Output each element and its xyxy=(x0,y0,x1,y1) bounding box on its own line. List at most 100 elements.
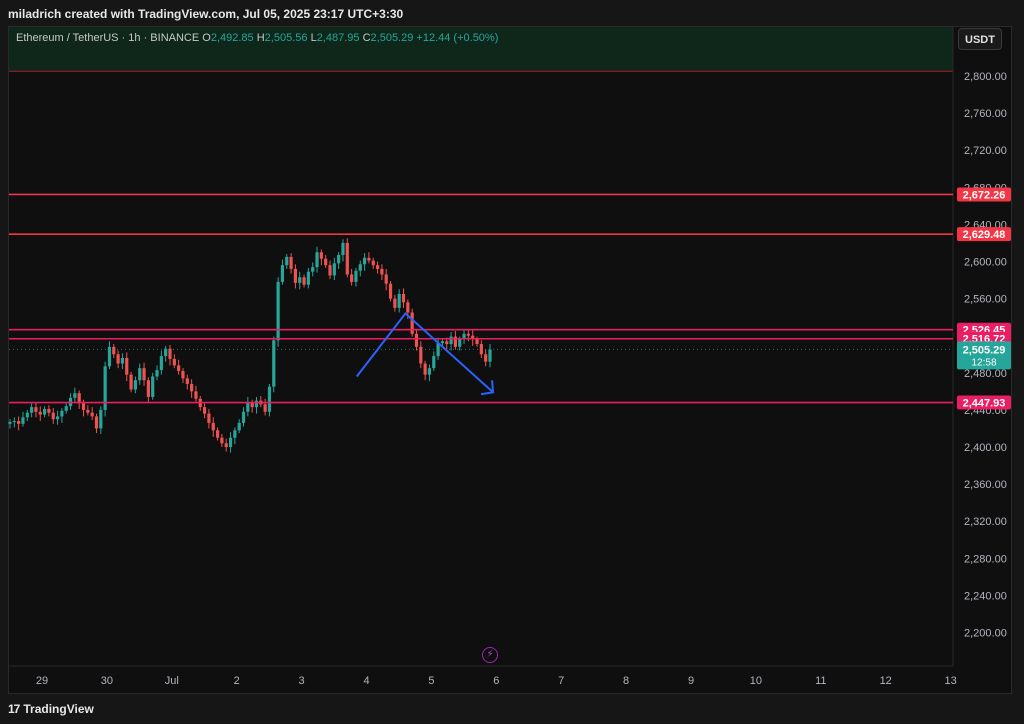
low-label: L xyxy=(310,32,317,44)
y-tick-label: 2,200.00 xyxy=(964,628,1007,640)
candle-body xyxy=(202,407,207,414)
current-price-label: 2,505.29 xyxy=(963,344,1006,356)
currency-button[interactable]: USDT xyxy=(958,28,1002,50)
low-value: 2,487.95 xyxy=(316,32,360,44)
candle-body xyxy=(332,263,336,276)
candle-body xyxy=(285,256,289,266)
candle-body xyxy=(42,408,47,415)
candle-body xyxy=(30,407,34,413)
candle-body xyxy=(319,252,323,259)
attribution-text: miladrich created with TradingView.com, … xyxy=(8,7,404,21)
candle-body xyxy=(246,402,250,412)
candle-body xyxy=(116,354,120,364)
tradingview-logo[interactable]: 17 TradingView xyxy=(8,702,94,716)
candle-body xyxy=(367,257,371,261)
candle-body xyxy=(406,302,410,313)
level-price-label: 2,447.93 xyxy=(963,398,1006,410)
candle-body xyxy=(12,421,16,423)
candle-body xyxy=(241,411,246,423)
candle-body xyxy=(315,252,319,268)
y-tick-label: 2,400.00 xyxy=(964,442,1007,454)
candle-body xyxy=(254,400,259,408)
level-price-label: 2,672.26 xyxy=(963,189,1006,201)
candle-body xyxy=(73,393,77,398)
candle-body xyxy=(375,265,380,269)
candle-body xyxy=(146,380,150,397)
candle-body xyxy=(47,408,51,413)
candle-body xyxy=(164,348,168,357)
candle-body xyxy=(250,402,254,408)
candle-body xyxy=(142,368,146,381)
x-tick-label: 13 xyxy=(944,675,956,687)
candle-body xyxy=(38,411,42,415)
candle-body xyxy=(384,274,388,284)
x-tick-label: 5 xyxy=(428,675,434,687)
candle-body xyxy=(280,265,285,282)
candle-body xyxy=(103,366,107,410)
top-bar: miladrich created with TradingView.com, … xyxy=(0,0,1024,26)
candle-body xyxy=(341,242,345,256)
symbol-legend: Ethereum / TetherUS · 1h · BINANCE O2,49… xyxy=(16,32,498,44)
candle-body xyxy=(112,346,116,355)
candle-body xyxy=(466,333,470,336)
y-tick-label: 2,560.00 xyxy=(964,294,1007,306)
candle-body xyxy=(362,257,367,265)
candle-body xyxy=(432,356,436,369)
candle-body xyxy=(81,403,86,410)
x-tick-label: 30 xyxy=(101,675,113,687)
candle-body xyxy=(371,260,375,266)
candle-body xyxy=(181,370,185,379)
y-tick-label: 2,280.00 xyxy=(964,553,1007,565)
candle-body xyxy=(475,339,479,345)
candle-body xyxy=(272,340,276,387)
top-zone xyxy=(9,27,953,72)
candle-body xyxy=(462,333,466,340)
x-tick-label: 4 xyxy=(363,675,369,687)
candle-body xyxy=(120,357,125,364)
candle-body xyxy=(471,335,475,340)
candle-body xyxy=(55,416,60,420)
candle-body xyxy=(185,378,189,384)
x-tick-label: 8 xyxy=(623,675,629,687)
close-label: C xyxy=(362,32,371,44)
candle-body xyxy=(17,421,21,424)
x-tick-label: 29 xyxy=(36,675,48,687)
candle-body xyxy=(345,242,349,275)
candle-body xyxy=(129,374,133,390)
current-price-tag xyxy=(957,341,1011,370)
candle-body xyxy=(267,386,272,412)
candle-body xyxy=(220,437,224,444)
candle-body xyxy=(237,422,241,431)
candle-body xyxy=(306,271,310,285)
flash-icon[interactable]: ⚡ xyxy=(482,647,498,663)
x-tick-label: 12 xyxy=(880,675,892,687)
candle-body xyxy=(51,412,55,420)
x-tick-label: 10 xyxy=(750,675,762,687)
y-tick-label: 2,800.00 xyxy=(964,71,1007,83)
candle-body xyxy=(324,258,328,266)
projection-arrow-line xyxy=(355,311,494,394)
candle-body xyxy=(393,298,397,308)
candle-body xyxy=(423,363,427,375)
level-price-tag xyxy=(957,227,1011,242)
candle-body xyxy=(94,416,99,429)
candle-body xyxy=(90,412,94,417)
candle-body xyxy=(228,437,233,447)
candle-body xyxy=(215,430,220,438)
candle-body xyxy=(138,368,142,381)
candle-body xyxy=(172,358,176,366)
candle-body xyxy=(397,293,401,308)
candle-body xyxy=(211,422,215,431)
x-tick-label: 7 xyxy=(558,675,564,687)
candle-body xyxy=(449,336,453,345)
y-tick-label: 2,320.00 xyxy=(964,516,1007,528)
bottom-bar: 17 TradingView xyxy=(0,694,1024,724)
candle-body xyxy=(233,430,237,438)
candle-body xyxy=(263,404,267,412)
x-tick-label: 3 xyxy=(299,675,305,687)
candle-body xyxy=(77,393,81,404)
candle-body xyxy=(64,406,68,411)
x-tick-label: 9 xyxy=(688,675,694,687)
y-tick-label: 2,720.00 xyxy=(964,145,1007,157)
